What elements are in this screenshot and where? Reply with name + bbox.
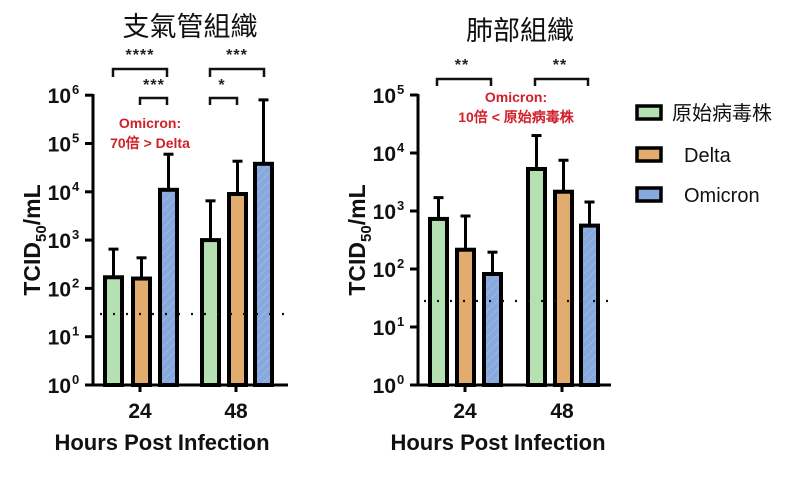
bar-Omicron-48h xyxy=(579,223,600,387)
annotation-line1: Omicron: xyxy=(119,115,181,131)
svg-text:1: 1 xyxy=(72,324,79,339)
significance-label: ** xyxy=(455,57,469,74)
svg-text:2: 2 xyxy=(72,275,79,290)
legend-item-delta: Delta xyxy=(635,145,732,167)
chart-title: 支氣管組織 xyxy=(123,12,258,42)
bar-Delta-24h xyxy=(455,247,476,387)
svg-text:TCID50/mL: TCID50/mL xyxy=(19,184,50,295)
y-tick-label: 10 xyxy=(48,85,71,108)
legend-swatch xyxy=(635,146,663,163)
significance-label: *** xyxy=(226,47,248,64)
svg-text:3: 3 xyxy=(72,227,79,242)
svg-text:3: 3 xyxy=(397,198,404,213)
significance-label: ** xyxy=(553,57,567,74)
svg-text:4: 4 xyxy=(397,140,405,155)
svg-text:1: 1 xyxy=(397,314,404,329)
x-tick-48: 48 xyxy=(224,400,248,423)
y-tick-label: 10 xyxy=(373,85,396,108)
x-tick-24: 24 xyxy=(128,400,152,423)
y-axis-label: TCID50/mL xyxy=(19,184,50,295)
y-tick-label: 10 xyxy=(48,230,71,253)
bars xyxy=(103,98,274,388)
bars xyxy=(428,134,600,388)
annotation-line2: 10倍 < 原始病毒株 xyxy=(458,109,575,125)
svg-text:5: 5 xyxy=(72,131,79,146)
bar-Delta-24h xyxy=(131,276,152,388)
legend-swatch xyxy=(635,186,663,203)
significance-brackets xyxy=(111,67,266,105)
x-tick-48: 48 xyxy=(550,400,574,423)
y-tick-label: 10 xyxy=(48,278,71,301)
svg-text:Delta: Delta xyxy=(684,145,732,167)
bar-Delta-48h xyxy=(553,189,574,387)
annotation-line2: 70倍 > Delta xyxy=(110,135,190,151)
bar-原始病毒株-48h xyxy=(200,238,221,387)
bar-Omicron-24h xyxy=(482,271,503,388)
svg-text:5: 5 xyxy=(397,82,404,97)
significance-brackets xyxy=(435,77,590,86)
bar-原始病毒株-48h xyxy=(526,166,547,387)
legend-swatch xyxy=(635,104,663,121)
legend-item-omicron: Omicron xyxy=(635,185,760,207)
y-tick-label: 10 xyxy=(48,375,71,398)
svg-text:TCID50/mL: TCID50/mL xyxy=(344,184,375,295)
svg-text:6: 6 xyxy=(72,82,79,97)
y-axis-label: TCID50/mL xyxy=(344,184,375,295)
x-axis-label: Hours Post Infection xyxy=(390,430,605,455)
svg-text:0: 0 xyxy=(397,372,404,387)
bar-Omicron-24h xyxy=(158,187,179,387)
svg-text:原始病毒株: 原始病毒株 xyxy=(672,102,772,125)
bar-Delta-48h xyxy=(227,192,248,387)
x-axis-label: Hours Post Infection xyxy=(54,430,269,455)
significance-label: **** xyxy=(126,47,155,64)
y-tick-label: 10 xyxy=(373,259,396,282)
y-tick-label: 10 xyxy=(373,375,396,398)
y-tick-label: 10 xyxy=(373,317,396,340)
legend: 原始病毒株 Delta Omicron xyxy=(635,102,772,207)
legend-item-ancestral: 原始病毒株 xyxy=(635,102,772,125)
chart-title: 肺部組織 xyxy=(466,16,574,46)
y-tick-label: 10 xyxy=(373,143,396,166)
y-tick-label: 10 xyxy=(48,327,71,350)
annotation-line1: Omicron: xyxy=(485,89,547,105)
svg-text:Omicron: Omicron xyxy=(684,185,760,207)
significance-label: * xyxy=(218,77,225,94)
svg-text:0: 0 xyxy=(72,372,79,387)
significance-label: *** xyxy=(143,77,165,94)
y-tick-label: 10 xyxy=(48,134,71,157)
bar-Omicron-48h xyxy=(253,161,274,387)
y-tick-label: 10 xyxy=(48,182,71,205)
y-tick-label: 10 xyxy=(373,201,396,224)
svg-text:2: 2 xyxy=(397,256,404,271)
bar-原始病毒株-24h xyxy=(103,275,124,387)
x-tick-24: 24 xyxy=(453,400,477,423)
svg-text:4: 4 xyxy=(72,179,80,194)
